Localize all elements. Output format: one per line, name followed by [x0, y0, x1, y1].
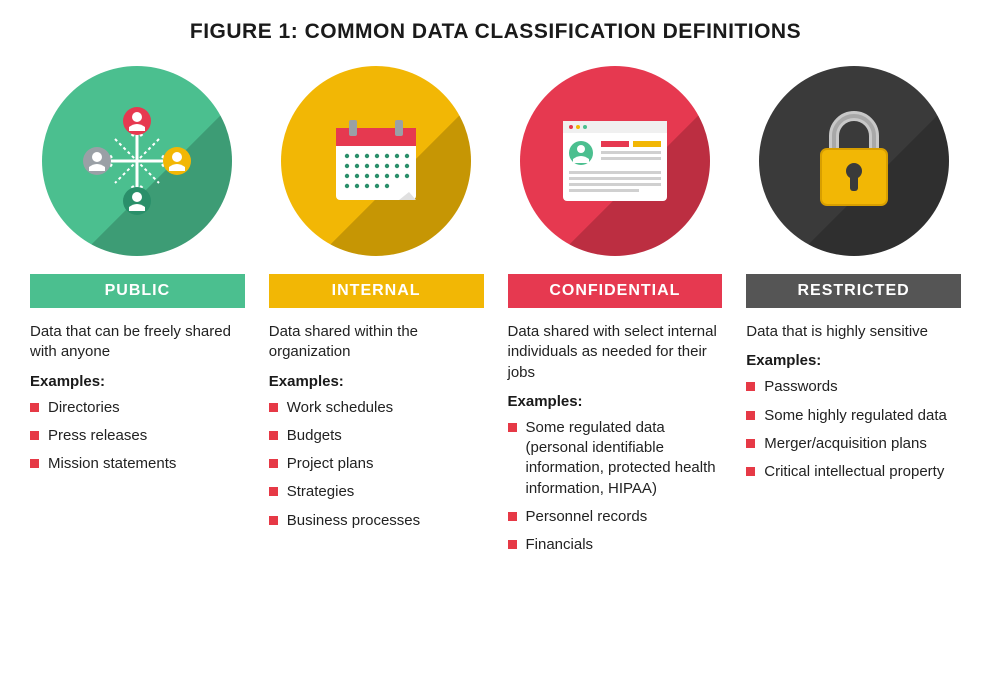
column-internal: INTERNAL Data shared within the organiza…	[269, 66, 484, 563]
example-item: Critical intellectual property	[746, 462, 961, 482]
circle-public	[30, 66, 245, 256]
example-item: Budgets	[269, 426, 484, 446]
examples-list-restricted: Passwords Some highly regulated data Merge…	[746, 377, 961, 490]
example-item: Passwords	[746, 377, 961, 397]
column-public: PUBLIC Data that can be freely shared wi…	[30, 66, 245, 563]
example-item: Directories	[30, 398, 245, 418]
example-item: Some regulated data (personal identifiab…	[508, 418, 723, 499]
examples-list-internal: Work schedules Budgets Project plans Strate…	[269, 398, 484, 539]
columns-container: PUBLIC Data that can be freely shared wi…	[30, 66, 961, 563]
examples-label-restricted: Examples:	[746, 352, 961, 369]
network-people-icon	[77, 101, 197, 221]
example-item: Personnel records	[508, 507, 723, 527]
examples-label-internal: Examples:	[269, 373, 484, 390]
examples-label-confidential: Examples:	[508, 393, 723, 410]
badge-restricted: RESTRICTED	[746, 274, 961, 308]
calendar-icon	[321, 106, 431, 216]
example-item: Strategies	[269, 482, 484, 502]
example-item: Merger/acquisition plans	[746, 434, 961, 454]
badge-public: PUBLIC	[30, 274, 245, 308]
column-confidential: CONFIDENTIAL Data shared with select int…	[508, 66, 723, 563]
column-restricted: RESTRICTED Data that is highly sensitive…	[746, 66, 961, 563]
examples-list-confidential: Some regulated data (personal identifiab…	[508, 418, 723, 564]
lock-icon	[799, 101, 909, 221]
desc-internal: Data shared within the organization	[269, 322, 484, 363]
example-item: Some highly regulated data	[746, 406, 961, 426]
desc-confidential: Data shared with select internal individ…	[508, 322, 723, 383]
example-item: Financials	[508, 535, 723, 555]
badge-confidential: CONFIDENTIAL	[508, 274, 723, 308]
desc-public: Data that can be freely shared with anyo…	[30, 322, 245, 363]
example-item: Press releases	[30, 426, 245, 446]
circle-restricted	[746, 66, 961, 256]
example-item: Mission statements	[30, 454, 245, 474]
desc-restricted: Data that is highly sensitive	[746, 322, 961, 342]
badge-internal: INTERNAL	[269, 274, 484, 308]
examples-list-public: Directories Press releases Mission stateme…	[30, 398, 245, 483]
profile-card-icon	[555, 111, 675, 211]
examples-label-public: Examples:	[30, 373, 245, 390]
example-item: Business processes	[269, 511, 484, 531]
circle-confidential	[508, 66, 723, 256]
example-item: Project plans	[269, 454, 484, 474]
circle-internal	[269, 66, 484, 256]
figure-title: FIGURE 1: COMMON DATA CLASSIFICATION DEF…	[30, 20, 961, 44]
example-item: Work schedules	[269, 398, 484, 418]
